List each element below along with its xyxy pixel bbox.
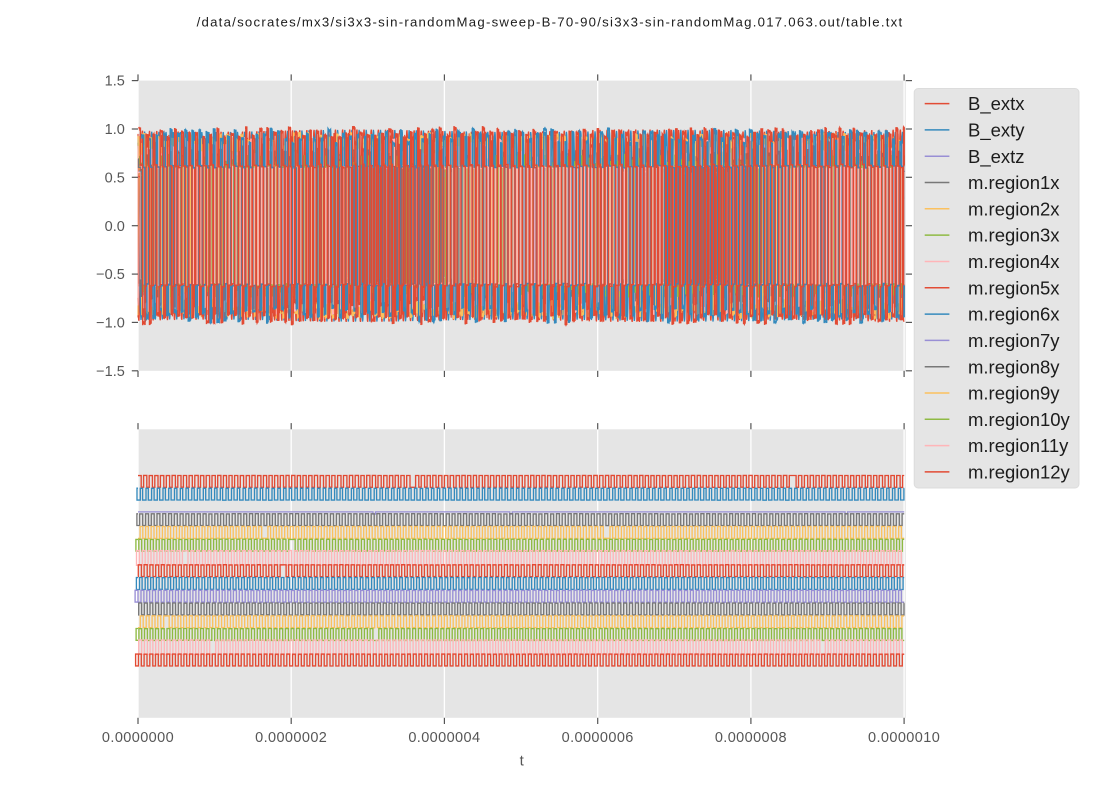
svg-text:/data/socrates/mx3/si3x3-sin-r: /data/socrates/mx3/si3x3-sin-randomMag-s… (197, 14, 904, 29)
svg-text:−0.5: −0.5 (96, 267, 125, 283)
svg-text:1.5: 1.5 (105, 74, 125, 90)
svg-text:0.0000004: 0.0000004 (408, 730, 480, 746)
svg-text:B_exty: B_exty (968, 120, 1025, 142)
svg-text:m.region6x: m.region6x (968, 304, 1060, 325)
svg-text:0.0000006: 0.0000006 (562, 730, 634, 746)
svg-text:1.0: 1.0 (105, 122, 125, 138)
svg-text:0.0000002: 0.0000002 (255, 730, 327, 746)
svg-text:B_extz: B_extz (968, 146, 1025, 168)
svg-text:m.region9y: m.region9y (968, 383, 1060, 404)
svg-text:m.region12y: m.region12y (968, 462, 1071, 483)
svg-text:0.0: 0.0 (105, 219, 125, 235)
svg-text:m.region5x: m.region5x (968, 277, 1060, 298)
svg-text:B_extx: B_extx (968, 93, 1025, 115)
svg-text:m.region8y: m.region8y (968, 356, 1060, 377)
svg-text:m.region11y: m.region11y (968, 435, 1069, 456)
svg-text:m.region4x: m.region4x (968, 251, 1060, 272)
svg-text:m.region1x: m.region1x (968, 172, 1060, 193)
svg-text:m.region2x: m.region2x (968, 198, 1060, 219)
svg-text:m.region3x: m.region3x (968, 225, 1060, 246)
svg-text:m.region7y: m.region7y (968, 330, 1060, 351)
svg-text:0.0000000: 0.0000000 (102, 730, 174, 746)
svg-text:0.5: 0.5 (105, 170, 125, 186)
svg-text:t: t (520, 753, 525, 770)
svg-text:m.region10y: m.region10y (968, 409, 1071, 430)
svg-text:−1.0: −1.0 (96, 316, 125, 332)
svg-text:−1.5: −1.5 (96, 364, 125, 380)
svg-text:0.0000008: 0.0000008 (715, 730, 787, 746)
svg-text:0.0000010: 0.0000010 (868, 730, 940, 746)
